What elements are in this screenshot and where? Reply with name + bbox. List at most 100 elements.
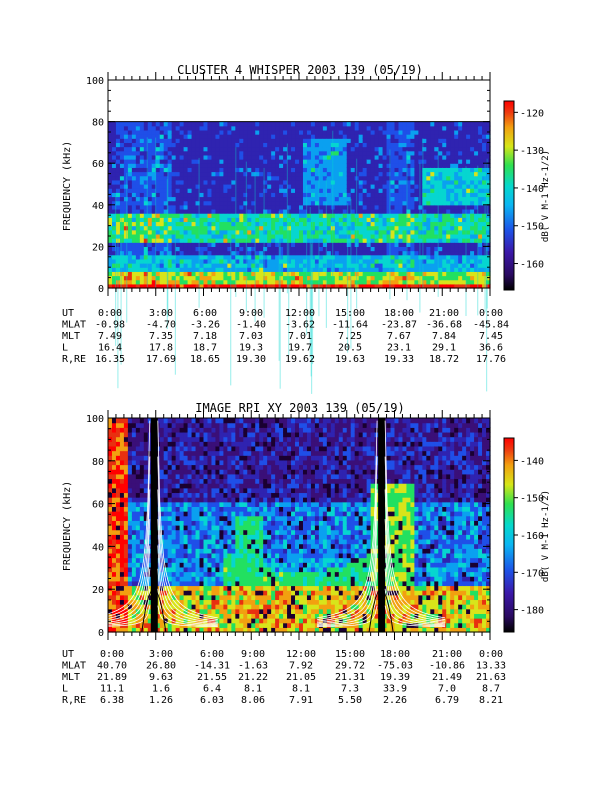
ephemeris-value: 29.72 bbox=[335, 661, 365, 672]
ephemeris-value: -10.86 bbox=[429, 661, 465, 672]
ephemeris-value: 16.4 bbox=[98, 343, 122, 354]
colorbar-tick-label: -140 bbox=[520, 456, 544, 467]
ephemeris-value: 17.76 bbox=[476, 354, 506, 365]
ephemeris-value: 0:00 bbox=[98, 308, 122, 319]
ephemeris-row-label: MLAT bbox=[62, 320, 86, 331]
y-axis-label: FREQUENCY (kHz) bbox=[62, 141, 73, 231]
y-tick-label: 100 bbox=[86, 414, 104, 425]
ephemeris-value: 21.05 bbox=[286, 672, 316, 683]
colorbar-label: dB( V M-1 Hz-1/2) bbox=[541, 150, 551, 242]
y-tick-label: 0 bbox=[98, 284, 104, 295]
colorbar-label: dB( V M-1 Hz-1/2) bbox=[541, 490, 551, 582]
ephemeris-value: 6.79 bbox=[435, 695, 459, 706]
ephemeris-value: 17.69 bbox=[146, 354, 176, 365]
ephemeris-value: 7.49 bbox=[98, 331, 122, 342]
ephemeris-row-label: UT bbox=[62, 308, 74, 319]
ephemeris-value: 7.67 bbox=[387, 331, 411, 342]
ephemeris-value: 17.8 bbox=[149, 343, 173, 354]
ephemeris-value: 13.33 bbox=[476, 661, 506, 672]
ephemeris-value: 12:00 bbox=[286, 649, 316, 660]
ephemeris-value: 19.33 bbox=[384, 354, 414, 365]
colorbar-tick-label: -120 bbox=[520, 108, 544, 119]
ephemeris-value: 18.7 bbox=[193, 343, 217, 354]
ephemeris-value: 21.55 bbox=[197, 672, 227, 683]
ephemeris-value: 6.03 bbox=[200, 695, 224, 706]
y-tick-label: 80 bbox=[92, 457, 104, 468]
colorbar-tick-label: -180 bbox=[520, 606, 544, 617]
ephemeris-value: 21:00 bbox=[429, 308, 459, 319]
ephemeris-value: 16.35 bbox=[95, 354, 125, 365]
ephemeris-value: -0.98 bbox=[95, 320, 125, 331]
ephemeris-value: 36.6 bbox=[479, 343, 503, 354]
ephemeris-value: 18:00 bbox=[384, 308, 414, 319]
spectrogram bbox=[90, 418, 491, 633]
y-axis-label: FREQUENCY (kHz) bbox=[62, 481, 73, 571]
ephemeris-value: -11.64 bbox=[332, 320, 368, 331]
ephemeris-value: -3.26 bbox=[190, 320, 220, 331]
y-tick-label: 40 bbox=[92, 542, 104, 553]
ephemeris-value: 20.5 bbox=[338, 343, 362, 354]
ephemeris-value: 5.50 bbox=[338, 695, 362, 706]
ephemeris-value: 19.30 bbox=[236, 354, 266, 365]
ephemeris-row-label: R,RE bbox=[62, 354, 86, 365]
ephemeris-value: 3:00 bbox=[149, 308, 173, 319]
ephemeris-value: 7.0 bbox=[438, 684, 456, 695]
ephemeris-value: 21.49 bbox=[432, 672, 462, 683]
ephemeris-value: 6.4 bbox=[203, 684, 221, 695]
panel-image: IMAGE RPI XY 2003 139 (05/19) FREQUENCY … bbox=[62, 401, 551, 706]
ephemeris-value: 3:00 bbox=[149, 649, 173, 660]
colorbar bbox=[504, 438, 514, 632]
y-tick-label: 100 bbox=[86, 76, 104, 87]
ephemeris-value: 21.22 bbox=[238, 672, 268, 683]
ephemeris-value: 29.1 bbox=[432, 343, 456, 354]
panel-cluster: CLUSTER 4 WHISPER 2003 139 (05/19) FREQU… bbox=[62, 63, 551, 394]
colorbar bbox=[504, 101, 514, 290]
y-tick-label: 0 bbox=[98, 628, 104, 639]
ephemeris-value: 7.01 bbox=[288, 331, 312, 342]
ephemeris-value: 6:00 bbox=[193, 308, 217, 319]
ephemeris-value: 18.72 bbox=[429, 354, 459, 365]
ephemeris-value: 6.38 bbox=[100, 695, 124, 706]
ephemeris-value: -75.03 bbox=[377, 661, 413, 672]
ephemeris-value: 1.26 bbox=[149, 695, 173, 706]
ephemeris-value: 19.39 bbox=[380, 672, 410, 683]
ephemeris-value: -4.70 bbox=[146, 320, 176, 331]
chart-title: CLUSTER 4 WHISPER 2003 139 (05/19) bbox=[177, 63, 423, 77]
ephemeris-value: 0:00 bbox=[479, 308, 503, 319]
ephemeris-value: 23.1 bbox=[387, 343, 411, 354]
y-tick-label: 80 bbox=[92, 118, 104, 129]
ephemeris-value: 12:00 bbox=[285, 308, 315, 319]
ephemeris-value: 19.63 bbox=[335, 354, 365, 365]
ephemeris-row-label: R,RE bbox=[62, 695, 86, 706]
ephemeris-value: 7.25 bbox=[338, 331, 362, 342]
ephemeris-value: 7.18 bbox=[193, 331, 217, 342]
ephemeris-row-label: L bbox=[62, 343, 68, 354]
ephemeris-value: -14.31 bbox=[194, 661, 230, 672]
ephemeris-value: 18.65 bbox=[190, 354, 220, 365]
colorbar-ticks: -140-150-160-170-180 bbox=[514, 456, 544, 616]
ephemeris-value: 6:00 bbox=[200, 649, 224, 660]
ephemeris-value: 15:00 bbox=[335, 308, 365, 319]
ephemeris-value: -23.87 bbox=[381, 320, 417, 331]
colorbar-ticks: -120-130-140-150-160 bbox=[514, 108, 544, 270]
ephemeris-value: 7.03 bbox=[239, 331, 263, 342]
ephemeris-value: 18:00 bbox=[380, 649, 410, 660]
ephemeris-value: 9.63 bbox=[149, 672, 173, 683]
ephemeris-value: 19.3 bbox=[239, 343, 263, 354]
y-tick-label: 20 bbox=[92, 585, 104, 596]
ephemeris-row-label: L bbox=[62, 684, 68, 695]
ephemeris-value: 1.6 bbox=[152, 684, 170, 695]
ephemeris-value: -1.63 bbox=[238, 661, 268, 672]
ephemeris-value: -3.62 bbox=[285, 320, 315, 331]
ephemeris-row-label: MLT bbox=[62, 331, 80, 342]
ephemeris-value: 11.1 bbox=[100, 684, 124, 695]
ephemeris-row-label: MLT bbox=[62, 672, 80, 683]
ephemeris-value: 21:00 bbox=[432, 649, 462, 660]
ephemeris-value: 8.1 bbox=[244, 684, 262, 695]
ephemeris-value: 0:00 bbox=[100, 649, 124, 660]
y-tick-label: 20 bbox=[92, 242, 104, 253]
ephemeris-value: 7.84 bbox=[432, 331, 456, 342]
